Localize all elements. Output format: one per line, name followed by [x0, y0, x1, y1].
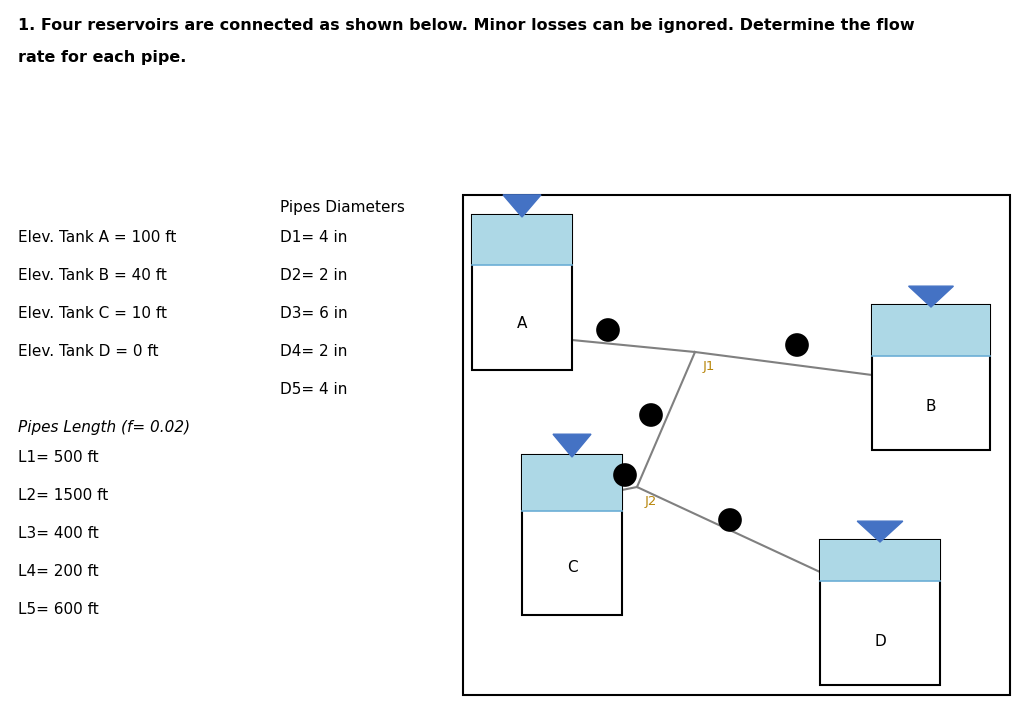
- Text: L2= 1500 ft: L2= 1500 ft: [18, 488, 109, 503]
- Circle shape: [597, 319, 618, 341]
- Text: 3: 3: [647, 409, 655, 421]
- Bar: [522, 455, 622, 615]
- Bar: [463, 195, 1010, 695]
- Text: L5= 600 ft: L5= 600 ft: [18, 602, 98, 617]
- Bar: [872, 305, 990, 450]
- Text: 2: 2: [793, 338, 801, 351]
- Text: 5: 5: [726, 513, 734, 527]
- Text: Elev. Tank A = 100 ft: Elev. Tank A = 100 ft: [18, 230, 176, 245]
- Text: L1= 500 ft: L1= 500 ft: [18, 450, 98, 465]
- Bar: [820, 540, 940, 581]
- Text: 1. Four reservoirs are connected as shown below. Minor losses can be ignored. De: 1. Four reservoirs are connected as show…: [18, 18, 914, 33]
- Text: D1= 4 in: D1= 4 in: [280, 230, 347, 245]
- Text: J2: J2: [645, 495, 657, 508]
- Text: 1: 1: [604, 324, 612, 336]
- Text: D3= 6 in: D3= 6 in: [280, 306, 347, 321]
- Circle shape: [640, 404, 662, 426]
- Bar: [472, 215, 572, 265]
- Text: D4= 2 in: D4= 2 in: [280, 344, 347, 359]
- Bar: [872, 305, 990, 355]
- Text: D: D: [874, 634, 886, 649]
- Text: L3= 400 ft: L3= 400 ft: [18, 526, 98, 541]
- Text: C: C: [566, 559, 578, 574]
- Circle shape: [614, 464, 636, 486]
- Text: Pipes Length (f= 0.02): Pipes Length (f= 0.02): [18, 420, 190, 435]
- Text: D2= 2 in: D2= 2 in: [280, 268, 347, 283]
- Text: rate for each pipe.: rate for each pipe.: [18, 50, 186, 65]
- Bar: [522, 455, 622, 511]
- Circle shape: [719, 509, 741, 531]
- Polygon shape: [503, 195, 541, 217]
- Text: B: B: [926, 399, 936, 414]
- Text: D5= 4 in: D5= 4 in: [280, 382, 347, 397]
- Text: Elev. Tank B = 40 ft: Elev. Tank B = 40 ft: [18, 268, 167, 283]
- Bar: [820, 540, 940, 685]
- Bar: [472, 215, 572, 370]
- Text: L4= 200 ft: L4= 200 ft: [18, 564, 98, 579]
- Polygon shape: [857, 521, 903, 542]
- Text: J1: J1: [703, 360, 716, 373]
- Text: Elev. Tank D = 0 ft: Elev. Tank D = 0 ft: [18, 344, 159, 359]
- Circle shape: [786, 334, 808, 356]
- Polygon shape: [553, 434, 591, 457]
- Text: Elev. Tank C = 10 ft: Elev. Tank C = 10 ft: [18, 306, 167, 321]
- Text: Pipes Diameters: Pipes Diameters: [280, 200, 404, 215]
- Text: A: A: [517, 316, 527, 331]
- Polygon shape: [908, 286, 953, 307]
- Text: 4: 4: [622, 469, 629, 481]
